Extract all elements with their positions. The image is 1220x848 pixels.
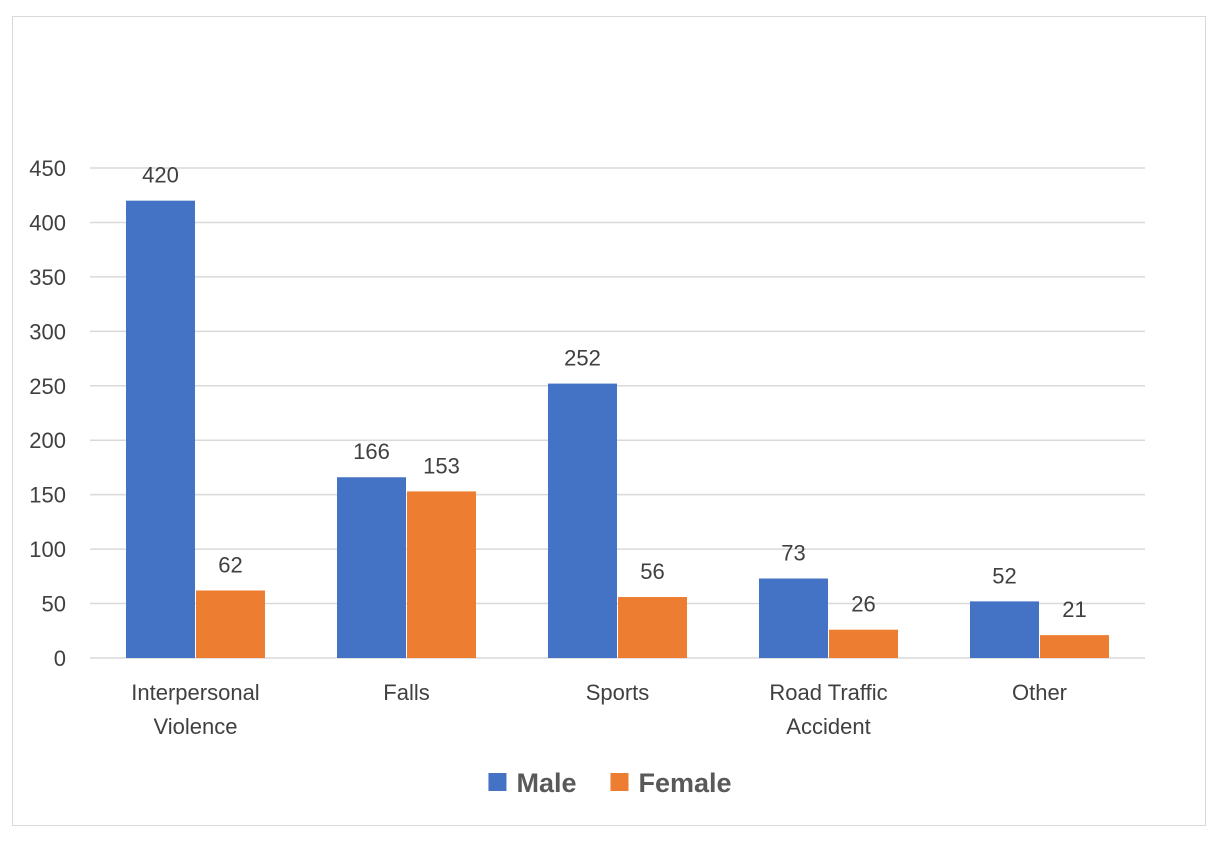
y-tick-label: 50: [42, 592, 66, 617]
bar-female: [407, 491, 476, 658]
data-label: 153: [423, 453, 460, 478]
y-tick-label: 150: [29, 483, 66, 508]
data-label: 56: [640, 559, 664, 584]
y-tick-label: 400: [29, 210, 66, 235]
y-tick-label: 200: [29, 428, 66, 453]
x-tick-label: Other: [1012, 680, 1067, 705]
y-tick-label: 100: [29, 537, 66, 562]
data-label: 62: [218, 552, 242, 577]
bar-male: [759, 578, 828, 658]
y-tick-label: 450: [29, 156, 66, 181]
x-tick-label: Violence: [154, 714, 238, 739]
x-tick-label: Sports: [586, 680, 650, 705]
legend-label-female: Female: [638, 768, 731, 798]
data-label: 21: [1062, 597, 1086, 622]
y-tick-label: 250: [29, 374, 66, 399]
data-label: 252: [564, 346, 601, 371]
legend-swatch-female: [610, 773, 629, 791]
data-label: 166: [353, 439, 390, 464]
y-tick-label: 300: [29, 319, 66, 344]
bar-female: [1040, 635, 1109, 658]
bar-female: [196, 590, 265, 658]
bar-male: [548, 383, 617, 658]
data-label: 26: [851, 592, 875, 617]
bar-male: [126, 200, 195, 658]
x-tick-label: Accident: [786, 714, 870, 739]
data-label: 73: [781, 541, 805, 566]
data-label: 52: [992, 563, 1016, 588]
bar-male: [337, 477, 406, 658]
legend-label-male: Male: [516, 768, 576, 798]
x-tick-label: Interpersonal: [131, 680, 259, 705]
data-label: 420: [142, 163, 179, 188]
y-tick-label: 350: [29, 265, 66, 290]
x-tick-label: Falls: [383, 680, 429, 705]
y-tick-label: 0: [54, 646, 66, 671]
legend-swatch-male: [488, 773, 507, 791]
x-tick-label: Road Traffic: [769, 680, 887, 705]
bar-female: [829, 629, 898, 658]
bar-female: [618, 597, 687, 658]
bar-male: [970, 601, 1039, 658]
